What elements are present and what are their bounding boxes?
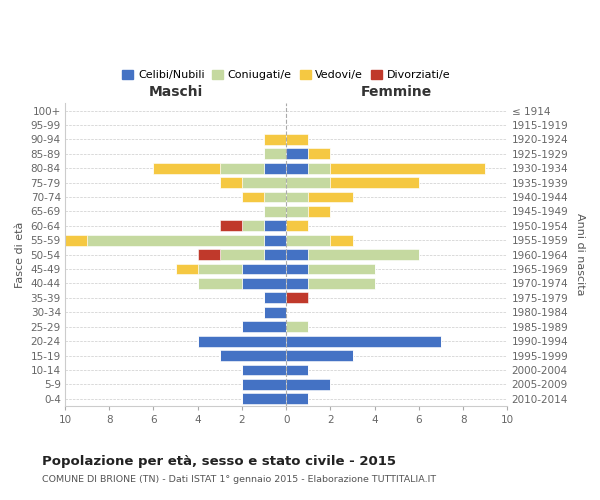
Bar <box>308 206 331 217</box>
Bar <box>286 379 331 390</box>
Bar <box>65 235 87 246</box>
Bar <box>286 278 308 289</box>
Bar <box>264 206 286 217</box>
Bar <box>242 192 264 202</box>
Bar <box>308 148 331 159</box>
Bar <box>286 292 308 304</box>
Bar <box>286 220 308 231</box>
Text: Maschi: Maschi <box>148 85 203 99</box>
Bar <box>286 364 308 376</box>
Bar <box>220 220 242 231</box>
Bar <box>286 264 308 274</box>
Bar <box>308 250 419 260</box>
Bar <box>264 220 286 231</box>
Text: Popolazione per età, sesso e stato civile - 2015: Popolazione per età, sesso e stato civil… <box>42 455 396 468</box>
Bar <box>286 322 308 332</box>
Bar <box>242 278 286 289</box>
Bar <box>242 322 286 332</box>
Bar <box>264 292 286 304</box>
Bar <box>286 394 308 404</box>
Bar <box>198 278 242 289</box>
Bar <box>264 250 286 260</box>
Bar <box>308 278 374 289</box>
Bar <box>331 163 485 173</box>
Bar <box>264 307 286 318</box>
Bar <box>286 350 353 361</box>
Bar <box>286 177 331 188</box>
Bar <box>176 264 198 274</box>
Bar <box>242 394 286 404</box>
Bar <box>308 163 331 173</box>
Bar <box>286 148 308 159</box>
Bar <box>220 163 264 173</box>
Bar <box>264 192 286 202</box>
Bar <box>198 336 286 346</box>
Bar <box>242 177 286 188</box>
Bar <box>264 148 286 159</box>
Bar <box>264 163 286 173</box>
Bar <box>331 177 419 188</box>
Bar <box>286 250 308 260</box>
Text: Femmine: Femmine <box>361 85 433 99</box>
Bar <box>242 220 264 231</box>
Bar <box>286 163 308 173</box>
Bar <box>242 364 286 376</box>
Bar <box>286 235 331 246</box>
Bar <box>286 134 308 145</box>
Bar <box>198 264 242 274</box>
Bar <box>87 235 264 246</box>
Legend: Celibi/Nubili, Coniugati/e, Vedovi/e, Divorziati/e: Celibi/Nubili, Coniugati/e, Vedovi/e, Di… <box>119 66 454 84</box>
Bar <box>286 336 441 346</box>
Bar <box>220 250 264 260</box>
Bar <box>198 250 220 260</box>
Text: COMUNE DI BRIONE (TN) - Dati ISTAT 1° gennaio 2015 - Elaborazione TUTTITALIA.IT: COMUNE DI BRIONE (TN) - Dati ISTAT 1° ge… <box>42 475 436 484</box>
Bar <box>331 235 353 246</box>
Bar <box>308 264 374 274</box>
Bar <box>242 264 286 274</box>
Bar <box>242 379 286 390</box>
Bar <box>264 235 286 246</box>
Bar <box>286 206 308 217</box>
Bar <box>308 192 353 202</box>
Bar <box>264 134 286 145</box>
Bar <box>220 350 286 361</box>
Y-axis label: Anni di nascita: Anni di nascita <box>575 214 585 296</box>
Y-axis label: Fasce di età: Fasce di età <box>15 222 25 288</box>
Bar <box>286 192 308 202</box>
Bar <box>220 177 242 188</box>
Bar <box>154 163 220 173</box>
